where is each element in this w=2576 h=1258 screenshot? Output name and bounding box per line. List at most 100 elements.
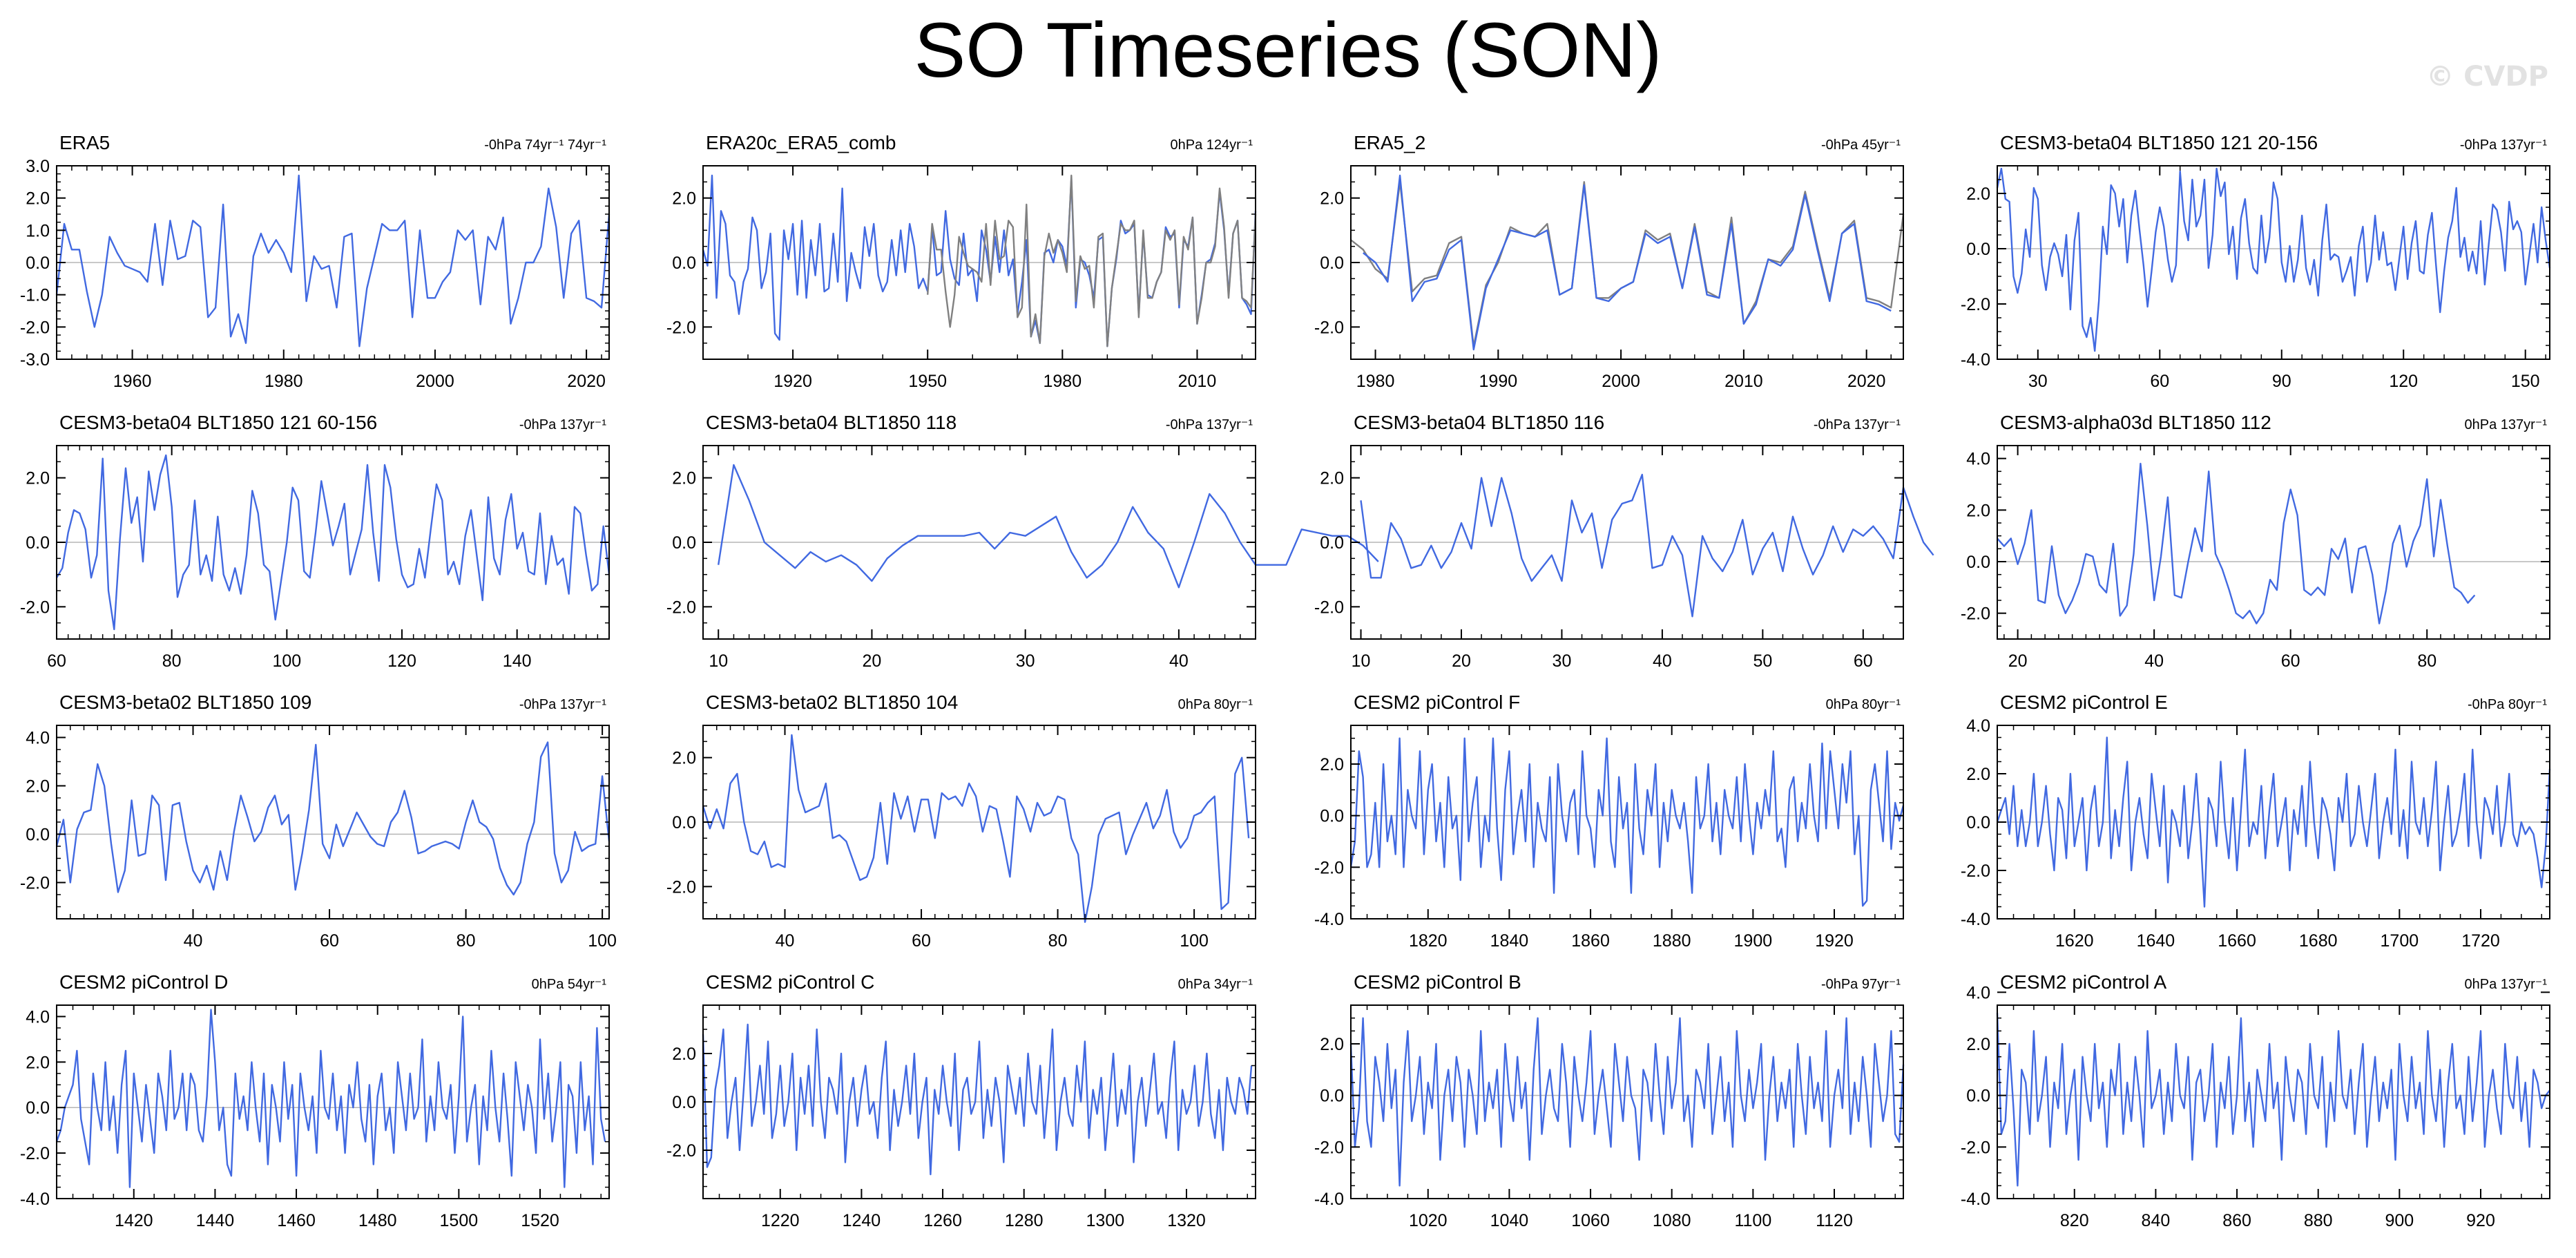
x-tick-label: 60 — [912, 931, 931, 951]
y-tick-label: 2.0 — [26, 777, 50, 797]
x-tick-label: 1500 — [440, 1211, 479, 1230]
series-line-1 — [1349, 737, 1905, 907]
x-tick-label: 1520 — [521, 1211, 559, 1230]
x-tick-label: 1420 — [115, 1211, 153, 1230]
plot-frame — [1997, 445, 2550, 640]
x-tick-label: 920 — [2466, 1211, 2495, 1230]
series-line-1 — [55, 454, 611, 631]
x-tick-label: 100 — [588, 931, 617, 951]
x-tick-label: 1880 — [1653, 931, 1691, 951]
x-tick-label: 1020 — [1409, 1211, 1448, 1230]
x-tick-label: 2020 — [1847, 372, 1886, 391]
y-tick-label: -4.0 — [20, 1190, 50, 1209]
panel-annotation: 0hPa 124yr⁻¹ — [1170, 137, 1253, 153]
timeseries-panel-9: CESM3-beta02 BLT1850 109 -0hPa 137yr⁻¹ 40 6… — [20, 692, 617, 951]
y-tick-label: -2.0 — [1314, 858, 1344, 877]
plot-frame — [56, 1004, 610, 1199]
x-tick-label: 100 — [1180, 931, 1209, 951]
page-title: SO Timeseries (SON) — [914, 7, 1662, 93]
panel-title: CESM2 piControl F — [1354, 692, 1520, 713]
y-tick-label: -2.0 — [1314, 1138, 1344, 1157]
panel-annotation: 0hPa 54yr⁻¹ — [532, 977, 607, 992]
y-tick-label: -4.0 — [1961, 1190, 1990, 1209]
timeseries-panel-3: ERA5_2 -0hPa 45yr⁻¹ 1980 1990 2000 2010 2020 -2… — [1314, 132, 1905, 391]
timeseries-panel-7: CESM3-beta04 BLT1850 116 -0hPa 137yr⁻¹ 10 2… — [1314, 412, 1934, 671]
panel-title: CESM3-beta04 BLT1850 121 20-156 — [2000, 132, 2318, 153]
x-tick-label: 1120 — [1816, 1211, 1853, 1230]
x-tick-label: 1440 — [196, 1211, 235, 1230]
x-tick-label: 2010 — [1724, 372, 1763, 391]
x-tick-label: 60 — [2150, 372, 2169, 391]
y-tick-label: -2.0 — [1961, 861, 1990, 881]
y-tick-label: -4.0 — [1314, 1190, 1344, 1209]
x-tick-label: 1640 — [2137, 931, 2175, 951]
y-tick-label: 0.0 — [26, 533, 50, 553]
y-tick-label: 0.0 — [1320, 533, 1344, 553]
y-tick-label: 2.0 — [672, 1045, 696, 1064]
series-line-1 — [1996, 736, 2551, 908]
x-tick-label: 50 — [1753, 651, 1772, 671]
x-tick-label: 2010 — [1178, 372, 1217, 391]
panel-title: CESM3-beta02 BLT1850 104 — [706, 692, 958, 713]
panel-title: ERA5_2 — [1354, 132, 1425, 153]
x-tick-label: 1220 — [761, 1211, 800, 1230]
y-tick-label: 4.0 — [26, 1007, 50, 1027]
x-tick-label: 150 — [2511, 372, 2540, 391]
series-line-1 — [55, 174, 611, 347]
timeseries-panel-5: CESM3-beta04 BLT1850 121 60-156 -0hPa 137… — [20, 412, 611, 671]
x-tick-label: 60 — [320, 931, 339, 951]
y-tick-label: -2.0 — [1961, 295, 1990, 314]
timeseries-panel-10: CESM3-beta02 BLT1850 104 0hPa 80yr⁻¹ 40 60 8… — [666, 692, 1256, 951]
y-tick-label: -2.0 — [1961, 604, 1990, 624]
y-tick-label: 2.0 — [26, 1053, 50, 1072]
plot-frame — [1350, 725, 1904, 919]
timeseries-panel-13: CESM2 piControl D 0hPa 54yr⁻¹ 1420 1440 1460… — [20, 971, 610, 1230]
panel-title: CESM2 piControl B — [1354, 971, 1521, 993]
panel-title: ERA5 — [59, 132, 110, 153]
panel-annotation: 0hPa 34yr⁻¹ — [1178, 977, 1253, 992]
timeseries-panel-4: CESM3-beta04 BLT1850 121 20-156 -0hPa 137… — [1961, 132, 2551, 391]
y-tick-label: 2.0 — [1320, 469, 1344, 488]
x-tick-label: 1320 — [1167, 1211, 1206, 1230]
y-tick-label: 0.0 — [672, 813, 696, 832]
y-tick-label: -3.0 — [20, 350, 50, 370]
x-tick-label: 40 — [2144, 651, 2164, 671]
panel-annotation: -0hPa 137yr⁻¹ — [519, 417, 607, 432]
x-tick-label: 1620 — [2055, 931, 2094, 951]
x-tick-label: 1900 — [1734, 931, 1773, 951]
timeseries-panel-11: CESM2 piControl F 0hPa 80yr⁻¹ 1820 1840 1860… — [1314, 692, 1905, 951]
x-tick-label: 1300 — [1086, 1211, 1125, 1230]
series-line-1 — [55, 741, 611, 896]
panel-annotation: 0hPa 80yr⁻¹ — [1178, 697, 1253, 712]
panel-annotation: -0hPa 80yr⁻¹ — [2468, 697, 2547, 712]
y-tick-label: 0.0 — [672, 533, 696, 553]
panel-title: CESM3-beta02 BLT1850 109 — [59, 692, 311, 713]
x-tick-label: 1700 — [2381, 931, 2419, 951]
x-tick-label: 1480 — [358, 1211, 397, 1230]
x-tick-label: 1980 — [265, 372, 303, 391]
panel-title: CESM2 piControl D — [59, 971, 228, 993]
x-tick-label: 820 — [2060, 1211, 2089, 1230]
timeseries-panel-6: CESM3-beta04 BLT1850 118 -0hPa 137yr⁻¹ 10 2… — [666, 412, 1379, 671]
x-tick-label: 2000 — [416, 372, 454, 391]
series-line-1 — [702, 1023, 1253, 1176]
x-tick-label: 2020 — [567, 372, 606, 391]
x-tick-label: 1100 — [1734, 1211, 1771, 1230]
timeseries-panel-12: CESM2 piControl E -0hPa 80yr⁻¹ 1620 1640 166… — [1961, 692, 2551, 951]
x-tick-label: 2000 — [1602, 372, 1640, 391]
x-tick-label: 1920 — [1815, 931, 1854, 951]
y-tick-label: 4.0 — [1966, 450, 1990, 469]
y-tick-label: 0.0 — [26, 1098, 50, 1118]
x-tick-label: 30 — [1553, 651, 1572, 671]
y-tick-label: -2.0 — [20, 598, 50, 617]
y-tick-label: -2.0 — [1961, 1138, 1990, 1157]
x-tick-label: 20 — [1452, 651, 1471, 671]
x-tick-label: 1080 — [1653, 1211, 1691, 1230]
y-tick-label: -4.0 — [1961, 350, 1990, 370]
x-tick-label: 120 — [387, 651, 416, 671]
panel-annotation: -0hPa 137yr⁻¹ — [2460, 137, 2548, 153]
panel-title: CESM3-beta04 BLT1850 118 — [706, 412, 957, 433]
y-tick-label: 2.0 — [1966, 184, 1990, 204]
x-tick-label: 1660 — [2218, 931, 2256, 951]
